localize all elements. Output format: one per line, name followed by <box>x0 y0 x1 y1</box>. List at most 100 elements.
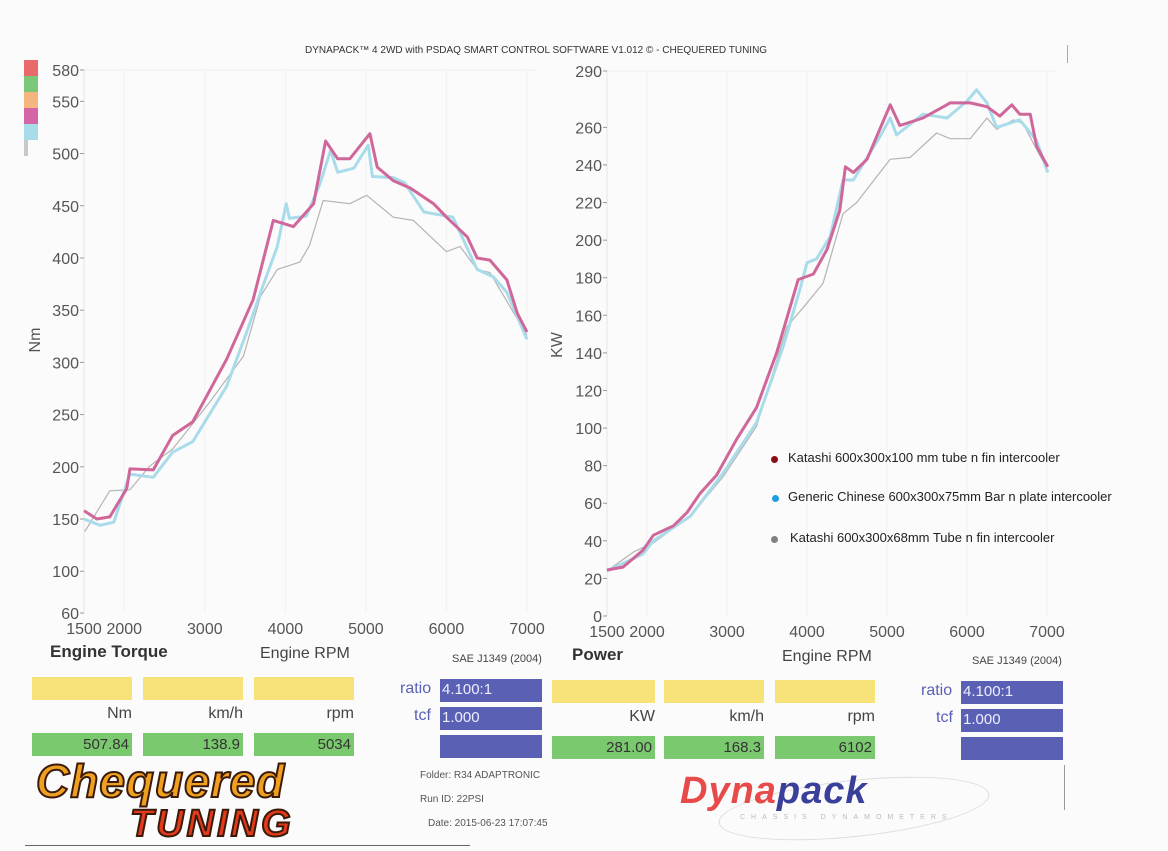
readout-yellow-box <box>32 677 132 700</box>
y-tick-label: 400 <box>52 251 79 268</box>
x-tick-label: 4000 <box>268 621 304 638</box>
tcf-label: tcf <box>414 707 431 724</box>
value-rpm: 6102 <box>775 736 875 759</box>
y-tick-label: 180 <box>575 271 602 288</box>
x-tick-label: 3000 <box>709 624 745 641</box>
color-swatch <box>24 60 38 76</box>
legend-label-generic-75: Generic Chinese 600x300x75mm Bar n plate… <box>788 489 1112 504</box>
ratio-value: 4.100:1 <box>440 679 542 702</box>
x-tick-label: 1500 <box>66 621 102 638</box>
x-tick-label: 2000 <box>106 621 142 638</box>
frame-edge <box>1067 45 1068 63</box>
blank-blue-box <box>440 735 542 758</box>
series-line-2 <box>84 194 528 532</box>
value-rpm: 5034 <box>254 733 354 756</box>
unit-kmh: km/h <box>208 705 243 722</box>
value-peak-torque: 507.84 <box>32 733 132 756</box>
power-chart-title: Power <box>572 645 624 664</box>
ratio-label: ratio <box>400 680 432 697</box>
color-swatch-strip <box>24 60 38 156</box>
value-speed: 138.9 <box>143 733 243 756</box>
y-tick-label: 20 <box>584 571 602 588</box>
x-tick-label: 5000 <box>869 624 905 641</box>
run-folder: Folder: R34 ADAPTRONIC <box>420 770 541 781</box>
power-x-label: Engine RPM <box>782 648 872 665</box>
y-tick-label: 80 <box>584 459 602 476</box>
power-standard: SAE J1349 (2004) <box>972 655 1062 667</box>
run-date: Date: 2015-06-23 17:07:45 <box>428 818 548 829</box>
software-title: DYNAPACK™ 4 2WD with PSDAQ SMART CONTROL… <box>305 45 768 56</box>
y-tick-label: 300 <box>52 355 79 372</box>
x-tick-label: 6000 <box>949 624 985 641</box>
y-tick-label: 100 <box>575 421 602 438</box>
y-tick-label: 350 <box>52 303 79 320</box>
ratio-label: ratio <box>921 682 953 699</box>
x-tick-label: 4000 <box>789 624 825 641</box>
y-tick-label: 450 <box>52 199 79 216</box>
y-tick-label: 60 <box>61 606 79 623</box>
readout-yellow-box <box>664 680 764 703</box>
x-tick-label: 1500 <box>589 624 625 641</box>
unit-kmh: km/h <box>729 708 764 725</box>
legend-dot-generic-75 <box>772 495 779 502</box>
y-tick-label: 40 <box>584 534 602 551</box>
unit-rpm: rpm <box>847 708 875 725</box>
legend-label-katashi-100: Katashi 600x300x100 mm tube n fin interc… <box>788 450 1060 465</box>
logo-chequered-text: Chequered <box>35 755 286 807</box>
y-tick-label: 150 <box>52 512 79 529</box>
y-axis-label: KW <box>549 331 566 358</box>
y-tick-label: 200 <box>575 233 602 250</box>
y-tick-label: 120 <box>575 383 602 400</box>
color-swatch <box>24 76 38 92</box>
y-tick-label: 100 <box>52 564 79 581</box>
unit-nm: Nm <box>107 705 132 722</box>
x-tick-label: 5000 <box>348 621 384 638</box>
frame-edge <box>1064 765 1065 810</box>
x-tick-label: 2000 <box>629 624 665 641</box>
y-tick-label: 260 <box>575 120 602 137</box>
tcf-value: 1.000 <box>961 709 1063 732</box>
x-tick-label: 3000 <box>187 621 223 638</box>
y-tick-label: 290 <box>575 64 602 81</box>
tcf-label: tcf <box>936 709 953 726</box>
y-tick-label: 0 <box>593 609 602 626</box>
legend-label-katashi-68: Katashi 600x300x68mm Tube n fin intercoo… <box>790 530 1055 545</box>
readout-yellow-box <box>254 677 354 700</box>
torque-standard: SAE J1349 (2004) <box>452 653 542 665</box>
blank-blue-box <box>961 737 1063 760</box>
series-line-0 <box>83 132 529 521</box>
readout-yellow-box <box>775 680 875 703</box>
torque-x-label: Engine RPM <box>260 645 350 662</box>
value-peak-power: 281.00 <box>552 736 655 759</box>
color-swatch <box>24 92 38 108</box>
unit-kw: KW <box>629 708 655 725</box>
run-id: Run ID: 22PSI <box>420 794 484 805</box>
unit-rpm: rpm <box>326 705 354 722</box>
y-tick-label: 160 <box>575 308 602 325</box>
y-tick-label: 220 <box>575 196 602 213</box>
color-swatch <box>24 108 38 124</box>
ratio-value: 4.100:1 <box>961 681 1063 704</box>
series-line-1 <box>606 88 1050 573</box>
y-tick-label: 200 <box>52 460 79 477</box>
y-tick-label: 500 <box>52 147 79 164</box>
readout-yellow-box <box>143 677 243 700</box>
y-axis-label: Nm <box>27 328 44 353</box>
legend-dot-katashi-100 <box>771 456 778 463</box>
footer-divider <box>25 845 470 846</box>
legend-dot-katashi-68 <box>771 536 778 543</box>
readout-yellow-box <box>552 680 655 703</box>
x-tick-label: 7000 <box>509 621 545 638</box>
value-speed: 168.3 <box>664 736 764 759</box>
logo-pack-text: pack <box>776 770 868 812</box>
torque-chart-title: Engine Torque <box>50 642 168 661</box>
y-tick-label: 60 <box>584 496 602 513</box>
logo-dyna-text: Dyna <box>680 770 777 812</box>
color-swatch <box>24 124 38 140</box>
y-tick-label: 550 <box>52 94 79 111</box>
y-tick-label: 240 <box>575 158 602 175</box>
color-swatch <box>24 140 28 156</box>
logo-tuning-text: TUNING <box>129 803 294 845</box>
y-tick-label: 580 <box>52 63 79 80</box>
